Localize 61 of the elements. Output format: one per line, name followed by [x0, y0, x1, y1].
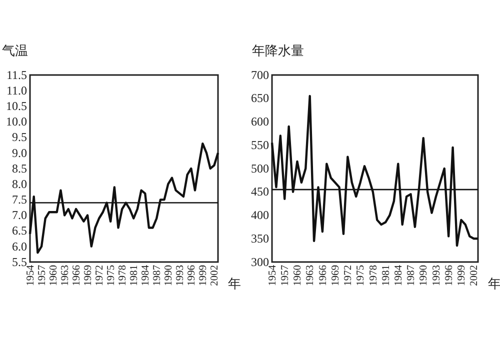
- x-tick-label: 1966: [318, 265, 329, 286]
- line-series: [28, 142, 220, 254]
- x-tick-label: 1954: [25, 264, 36, 286]
- x-tick-label: 1972: [343, 265, 354, 286]
- x-tick-label: 1987: [406, 265, 418, 286]
- y-tick-label: 550: [251, 138, 269, 152]
- x-tick-label: 1972: [94, 265, 106, 286]
- x-tick-label: 1993: [431, 265, 442, 286]
- y-tick-label: 6.5: [12, 224, 27, 238]
- x-tick-label: 1996: [186, 265, 198, 286]
- x-tick-label: 1975: [106, 265, 117, 286]
- x-tick-label: 1963: [60, 265, 71, 286]
- x-tick-label: 2002: [469, 265, 480, 286]
- y-tick-label: 11.0: [6, 83, 27, 98]
- x-tick-label: 1975: [356, 265, 367, 286]
- x-tick-label: 1960: [292, 265, 304, 286]
- y-tick-label: 8.5: [12, 161, 27, 176]
- x-tick-label: 1999: [198, 265, 210, 286]
- x-tick-label: 1996: [444, 265, 455, 286]
- y-tick-label: 9.5: [12, 130, 27, 144]
- x-tick-label: 1963: [305, 265, 316, 286]
- x-axis-title: 年: [228, 276, 241, 291]
- y-tick-label: 600: [251, 114, 269, 129]
- x-tick-label: 1969: [330, 265, 342, 286]
- y-axis-title: 气温: [2, 43, 28, 58]
- x-tick-label: 1999: [456, 265, 468, 286]
- x-tick-label: 1969: [82, 265, 94, 286]
- x-tick-label: 1954: [267, 264, 278, 286]
- y-tick-label: 7.0: [12, 208, 27, 222]
- x-tick-label: 1978: [117, 265, 128, 286]
- y-tick-label: 5.5: [12, 254, 27, 269]
- y-tick-label: 8.0: [12, 176, 27, 191]
- y-tick-label: 650: [251, 91, 269, 106]
- x-tick-label: 1960: [48, 265, 60, 286]
- x-tick-label: 1978: [368, 265, 380, 286]
- y-tick-label: 7.5: [12, 192, 27, 207]
- x-tick-label: 1984: [393, 264, 404, 286]
- x-tick-label: 1957: [36, 265, 48, 286]
- y-tick-label: 6.0: [12, 239, 27, 254]
- x-tick-label: 1993: [174, 265, 186, 286]
- y-tick-label: 400: [251, 208, 269, 222]
- y-tick-label: 450: [251, 184, 269, 199]
- y-tick-label: 350: [251, 231, 269, 246]
- x-tick-label: 1990: [163, 265, 174, 286]
- y-tick-label: 10.5: [6, 99, 27, 114]
- y-tick-label: 700: [251, 68, 269, 82]
- y-tick-label: 10.0: [6, 114, 27, 129]
- x-tick-label: 2002: [210, 265, 221, 286]
- x-tick-label: 1984: [140, 264, 152, 286]
- y-axis-title: 年降水量: [252, 43, 304, 58]
- line-series: [270, 94, 480, 247]
- y-tick-label: 9.0: [12, 146, 27, 160]
- x-tick-label: 1966: [71, 265, 82, 286]
- x-tick-label: 1981: [128, 265, 140, 286]
- x-tick-label: 1987: [152, 265, 163, 286]
- y-tick-label: 500: [251, 161, 269, 176]
- x-tick-label: 1990: [418, 265, 430, 286]
- y-tick-label: 11.5: [6, 68, 27, 82]
- x-tick-label: 1957: [280, 265, 291, 286]
- y-tick-label: 300: [251, 254, 269, 269]
- x-tick-label: 1981: [380, 265, 392, 286]
